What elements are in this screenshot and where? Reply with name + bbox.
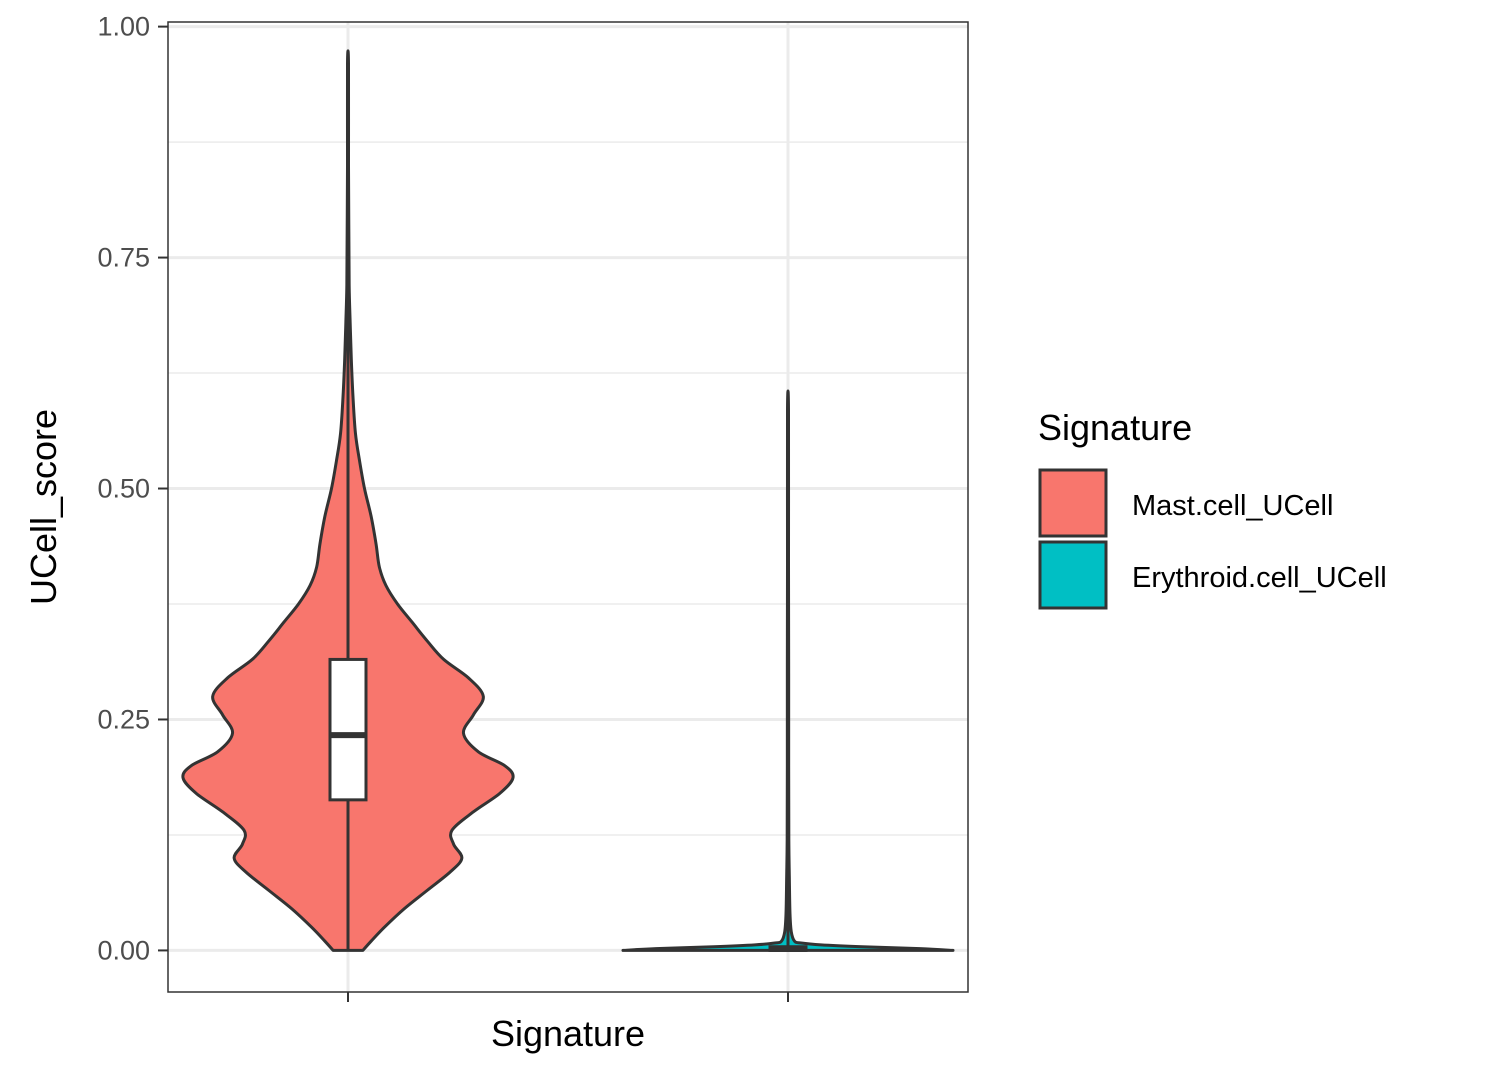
legend-label: Erythroid.cell_UCell: [1132, 562, 1387, 594]
y-tick-label: 1.00: [97, 12, 150, 42]
box-mast-cell-ucell: [328, 657, 368, 802]
legend-items: Mast.cell_UCell Erythroid.cell_UCell: [1038, 468, 1387, 610]
y-tick-label: 0.50: [97, 474, 150, 504]
legend-label: Mast.cell_UCell: [1132, 490, 1333, 522]
x-axis: [347, 992, 789, 1002]
plot-panel-border: [167, 21, 969, 993]
y-tick-label: 0.75: [97, 243, 150, 273]
legend-title: Signature: [1038, 407, 1192, 448]
x-axis-title: Signature: [491, 1013, 645, 1054]
y-axis-title: UCell_score: [23, 409, 64, 605]
y-axis: 0.00 0.25 0.50 0.75 1.00: [97, 12, 168, 965]
y-tick-label: 0.25: [97, 704, 150, 734]
violins: [181, 49, 955, 952]
legend-key: [1038, 540, 1108, 610]
y-tick-label: 0.00: [97, 935, 150, 965]
legend-key: [1038, 468, 1108, 538]
legend: Signature Mast.cell_UCell Erythroid.cell_…: [1038, 407, 1387, 610]
